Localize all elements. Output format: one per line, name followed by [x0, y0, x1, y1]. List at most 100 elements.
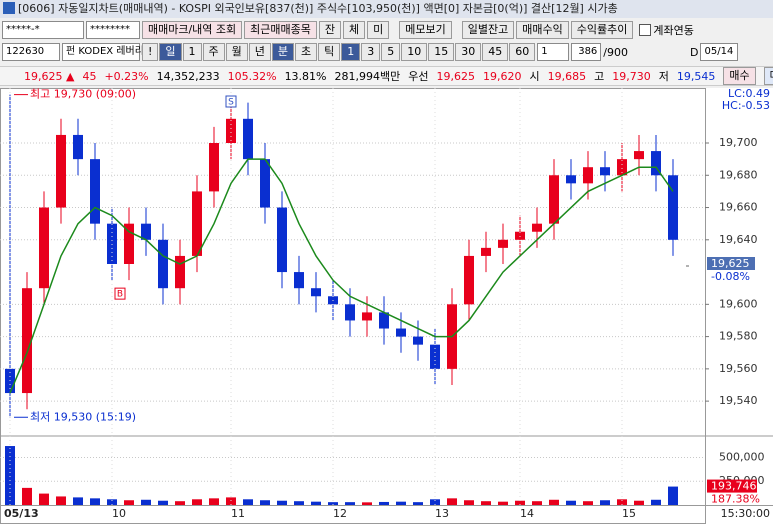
- x-end-label: 15:30:00: [721, 507, 770, 520]
- high-annotation: 최고 19,730 (09:00): [30, 88, 136, 101]
- toolbar-button[interactable]: 최근매매종목: [244, 21, 317, 39]
- title-bar: [0606] 자동일지차트(매매내역) - KOSPI 외국인보유[837(천)…: [0, 0, 773, 18]
- toolbar-2: 122630 펀 KODEX 레버리 !일1주월년분초틱135101530456…: [0, 41, 773, 63]
- moving-average: [10, 159, 673, 393]
- period-button[interactable]: 1: [341, 43, 360, 61]
- period-button[interactable]: 10: [401, 43, 427, 61]
- high-label: 고: [594, 68, 604, 84]
- y-tick-label: 19,680: [719, 168, 758, 181]
- x-tick-label: 11: [231, 507, 245, 520]
- period-button[interactable]: !: [142, 43, 158, 61]
- toolbar-button[interactable]: 매매수익: [516, 21, 568, 39]
- period-button[interactable]: 일: [159, 43, 181, 61]
- y-tick-label: 500,000: [719, 450, 765, 463]
- last-volume: 193,746: [711, 480, 757, 493]
- toolbar-button[interactable]: 메모보기: [399, 21, 451, 39]
- last-change: -0.08%: [711, 270, 750, 283]
- count-input[interactable]: 1: [537, 43, 569, 61]
- toolbar-button[interactable]: 잔: [319, 21, 341, 39]
- volume-bar: [124, 500, 134, 505]
- ask: 19,625: [437, 70, 476, 83]
- period-button[interactable]: 5: [381, 43, 400, 61]
- period-button[interactable]: 45: [482, 43, 508, 61]
- volume-bar: [583, 501, 593, 505]
- x-tick-label: 10: [112, 507, 126, 520]
- low: 19,545: [677, 70, 716, 83]
- period-button[interactable]: 분: [272, 43, 294, 61]
- period-button[interactable]: 30: [455, 43, 481, 61]
- volume-bar: [73, 497, 83, 505]
- volume-bar: [39, 494, 49, 505]
- volume-bar: [90, 498, 100, 505]
- candle-body: [600, 167, 610, 175]
- volume: 14,352,233: [157, 70, 220, 83]
- date-input[interactable]: 05/14: [700, 43, 738, 61]
- volume-bar: [447, 498, 457, 505]
- period-button[interactable]: 년: [249, 43, 271, 61]
- candle-body: [634, 151, 644, 159]
- candle-body: [549, 175, 559, 223]
- volume-bar: [481, 501, 491, 505]
- candle-body: [464, 256, 474, 304]
- candle-body: [566, 175, 576, 183]
- hc-label: HC:-0.53: [722, 99, 770, 112]
- toolbar-button[interactable]: 수익률추이: [571, 21, 634, 39]
- candle-body: [209, 143, 219, 191]
- candle-body: [532, 224, 542, 232]
- change: 45: [82, 70, 96, 83]
- x-tick-label: 15: [622, 507, 636, 520]
- price: 19,625 ▲: [24, 70, 74, 83]
- candle-body: [396, 329, 406, 337]
- account-input[interactable]: *****-*: [2, 21, 84, 39]
- volume-bar: [294, 501, 304, 505]
- volume-bar: [379, 502, 389, 505]
- volume-bar: [566, 501, 576, 505]
- period-button[interactable]: 60: [509, 43, 535, 61]
- sell-button[interactable]: 매도: [764, 67, 773, 85]
- candle-body: [413, 337, 423, 345]
- toolbar-button[interactable]: 일별잔고: [462, 21, 514, 39]
- volume-bar: [226, 497, 236, 505]
- volume-bar: [464, 500, 474, 505]
- candle-body: [158, 240, 168, 288]
- period-button[interactable]: 3: [361, 43, 380, 61]
- toolbar-button[interactable]: 체: [343, 21, 365, 39]
- period-button[interactable]: 월: [226, 43, 248, 61]
- period-button[interactable]: 15: [428, 43, 454, 61]
- period-button[interactable]: 초: [295, 43, 317, 61]
- volume-bar: [651, 500, 661, 505]
- password-input[interactable]: ********: [86, 21, 140, 39]
- candle-body: [583, 167, 593, 183]
- candle-body: [226, 119, 236, 143]
- last-volume-rate: 187.38%: [711, 493, 760, 506]
- y-tick-label: 19,560: [719, 362, 758, 375]
- candle-body: [668, 175, 678, 240]
- period-button[interactable]: 1: [183, 43, 202, 61]
- volume-bar: [311, 502, 321, 505]
- candle-body: [498, 240, 508, 248]
- d-label: D: [690, 46, 698, 59]
- volume-bar: [22, 488, 32, 505]
- buy-button[interactable]: 매수: [723, 67, 755, 85]
- sell-mark: S: [228, 98, 234, 108]
- volume-bar: [634, 501, 644, 505]
- period-button[interactable]: 주: [203, 43, 225, 61]
- vol-rate: 105.32%: [228, 70, 277, 83]
- volume-bar: [141, 500, 151, 505]
- candle-body: [260, 159, 270, 207]
- toolbar-button[interactable]: 매매마크/내역 조회: [142, 21, 242, 39]
- name-input[interactable]: 펀 KODEX 레버리: [62, 43, 140, 61]
- code-input[interactable]: 122630: [2, 43, 60, 61]
- y-tick-label: 19,540: [719, 394, 758, 407]
- turnover: 13.81%: [285, 70, 327, 83]
- candle-body: [481, 248, 491, 256]
- candle-body: [73, 135, 83, 159]
- volume-bar: [413, 502, 423, 505]
- low-annotation: 최저 19,530 (15:19): [30, 410, 136, 423]
- toolbar-button[interactable]: 미: [367, 21, 389, 39]
- period-button[interactable]: 틱: [318, 43, 340, 61]
- checkbox[interactable]: [639, 24, 651, 36]
- volume-bar: [277, 501, 287, 505]
- bars-input[interactable]: 386: [571, 43, 601, 61]
- x-tick-label: 05/13: [4, 507, 39, 520]
